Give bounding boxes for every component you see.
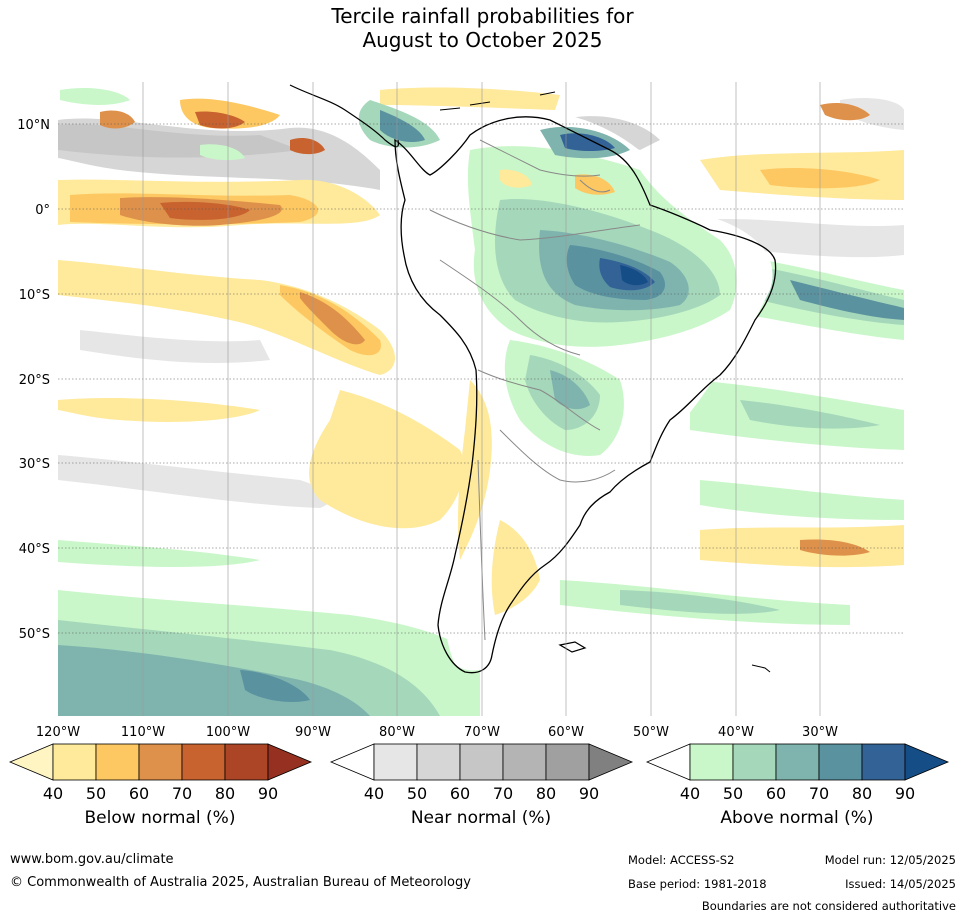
colorbar-tick-label: 60 [766, 784, 786, 803]
colorbar-min-arrow [329, 743, 375, 781]
colorbar-max-arrow [904, 743, 950, 781]
colorbar-tick-label: 70 [809, 784, 829, 803]
colorbar-tick-label: 90 [579, 784, 599, 803]
colorbar-segment [861, 743, 906, 781]
colorbar-tick-label: 50 [407, 784, 427, 803]
lat-label: 20°S [19, 373, 50, 388]
graticule [58, 123, 904, 634]
south-georgia [751, 664, 771, 673]
map-panel [58, 82, 904, 716]
lat-label: 50°S [19, 627, 50, 642]
lon-label: 110°W [121, 725, 165, 740]
lon-label: 30°W [802, 725, 838, 740]
issued-date: Issued: 14/05/2025 [845, 877, 956, 891]
longitude-labels: 120°W 110°W 100°W 90°W 80°W 70°W 60°W 50… [36, 725, 838, 740]
title-line-1: Tercile rainfall probabilities for [331, 4, 634, 28]
falkland-islands [558, 641, 587, 653]
colorbar-tick-label: 60 [129, 784, 149, 803]
colorbar-segment [732, 743, 777, 781]
colorbar-tick-label: 50 [723, 784, 743, 803]
colorbar-segment [775, 743, 820, 781]
title-line-2: August to October 2025 [362, 28, 603, 52]
colorbar-segment [459, 743, 504, 781]
boundaries-disclaimer: Boundaries are not considered authoritat… [701, 899, 956, 913]
south-america-coastline [394, 116, 777, 674]
colorbar-segment [373, 743, 418, 781]
colorbar-tick-label: 50 [86, 784, 106, 803]
map-title: Tercile rainfall probabilities for Augus… [0, 4, 965, 52]
lat-label: 30°S [19, 457, 50, 472]
colorbar-tick-label: 60 [450, 784, 470, 803]
probability-field [58, 87, 904, 716]
copyright-text: © Commonwealth of Australia 2025, Austra… [10, 875, 471, 890]
colorbar-tick-label: 80 [215, 784, 235, 803]
latitude-labels: 10°N 0° 10°S 20°S 30°S 40°S 50°S [17, 118, 50, 642]
colorbar-segment [138, 743, 183, 781]
colorbar-segment [181, 743, 226, 781]
lon-label: 60°W [548, 725, 584, 740]
colorbar-tick-label: 80 [536, 784, 556, 803]
colorbar-segment [689, 743, 734, 781]
lat-label: 0° [35, 203, 50, 218]
colorbar-tick-label: 80 [852, 784, 872, 803]
colorbar-tick-label: 90 [895, 784, 915, 803]
colorbar-tick-label: 70 [493, 784, 513, 803]
colorbars: 40 50 60 70 80 90 40 50 60 70 80 90 40 50 60 70 80 90 [8, 743, 950, 803]
colorbar-tick-label: 90 [258, 784, 278, 803]
colorbar-tick-label: 70 [172, 784, 192, 803]
colorbar-tick-label: 40 [43, 784, 63, 803]
colorbar-max-arrow [588, 743, 634, 781]
country-borders [429, 139, 641, 641]
colorbar-segment [95, 743, 140, 781]
below-normal-label: Below normal (%) [84, 808, 236, 828]
website-link[interactable]: www.bom.gov.au/climate [10, 852, 174, 867]
lon-label: 120°W [36, 725, 80, 740]
meridians [142, 82, 821, 716]
lon-label: 90°W [295, 725, 331, 740]
colorbar-min-arrow [8, 743, 54, 781]
lon-label: 70°W [464, 725, 500, 740]
colorbar-tick-label: 40 [364, 784, 384, 803]
near-normal-label: Near normal (%) [410, 808, 552, 828]
colorbar-segment [416, 743, 461, 781]
model-run-date: Model run: 12/05/2025 [824, 853, 956, 867]
colorbar-segment [224, 743, 269, 781]
lon-label: 80°W [379, 725, 415, 740]
colorbar-min-arrow [645, 743, 691, 781]
lon-label: 50°W [633, 725, 669, 740]
lat-label: 40°S [19, 542, 50, 557]
colorbar-max-arrow [267, 743, 313, 781]
colorbar-segment [818, 743, 863, 781]
model-name: Model: ACCESS-S2 [628, 853, 735, 867]
lat-label: 10°S [19, 288, 50, 303]
colorbar-segment [545, 743, 590, 781]
central-america-coastline [289, 84, 400, 148]
caribbean-islands [439, 91, 556, 111]
colorbar-tick-label: 40 [680, 784, 700, 803]
lon-label: 40°W [718, 725, 754, 740]
base-period: Base period: 1981-2018 [628, 877, 767, 891]
lon-label: 100°W [206, 725, 250, 740]
colorbar-segment [502, 743, 547, 781]
colorbar-segment [52, 743, 97, 781]
lat-label: 10°N [17, 118, 50, 133]
above-normal-label: Above normal (%) [720, 808, 874, 828]
